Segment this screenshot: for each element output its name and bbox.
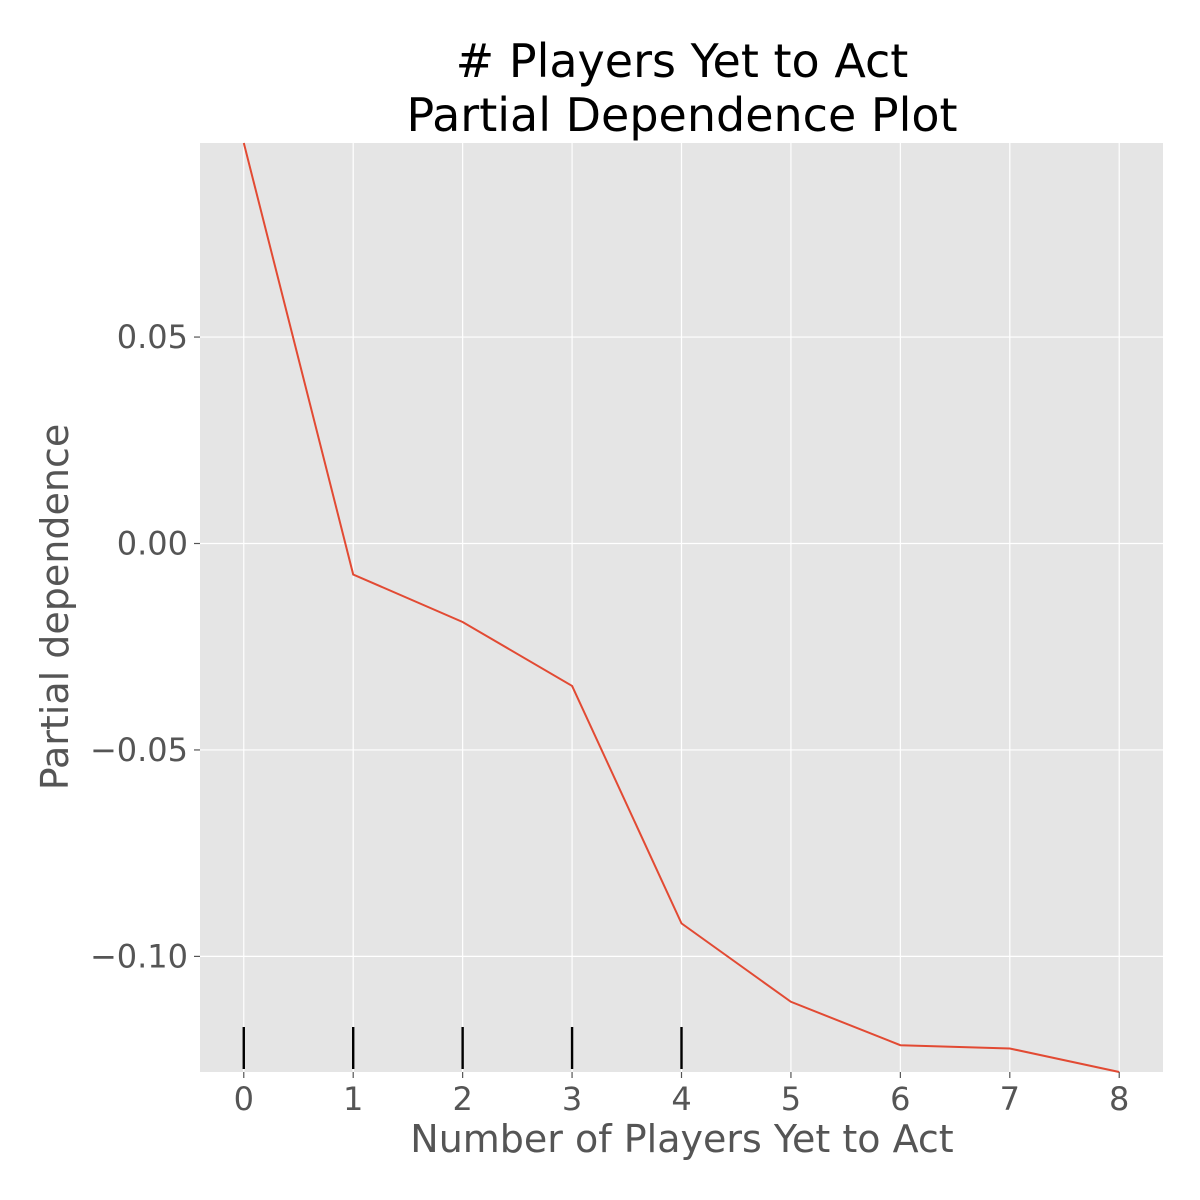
y-tick-label: −0.10 xyxy=(90,937,188,975)
x-tick-label: 8 xyxy=(1109,1080,1129,1118)
x-tick-label: 2 xyxy=(452,1080,472,1118)
y-tick-label: −0.05 xyxy=(90,731,188,769)
x-tick-label: 6 xyxy=(890,1080,910,1118)
rug-marks xyxy=(242,1027,683,1069)
y-tick-label: 0.00 xyxy=(117,525,188,563)
x-axis-label: Number of Players Yet to Act xyxy=(410,1117,953,1161)
chart-title-line-1: # Players Yet to Act xyxy=(456,34,909,88)
tick-labels: 0 1 2 3 4 5 6 7 8 0.05 0.00 −0.05 −0.10 xyxy=(90,318,1129,1118)
grid xyxy=(200,143,1163,1072)
y-tick-label: 0.05 xyxy=(117,318,188,356)
x-tick-label: 7 xyxy=(1000,1080,1020,1118)
x-tick-label: 3 xyxy=(562,1080,582,1118)
x-tick-label: 4 xyxy=(671,1080,691,1118)
chart-title-line-2: Partial Dependence Plot xyxy=(406,88,957,142)
y-axis-label: Partial dependence xyxy=(33,424,77,790)
x-tick-label: 0 xyxy=(234,1080,254,1118)
x-tick-label: 1 xyxy=(343,1080,363,1118)
x-tick-label: 5 xyxy=(781,1080,801,1118)
series-line xyxy=(242,142,1120,1073)
